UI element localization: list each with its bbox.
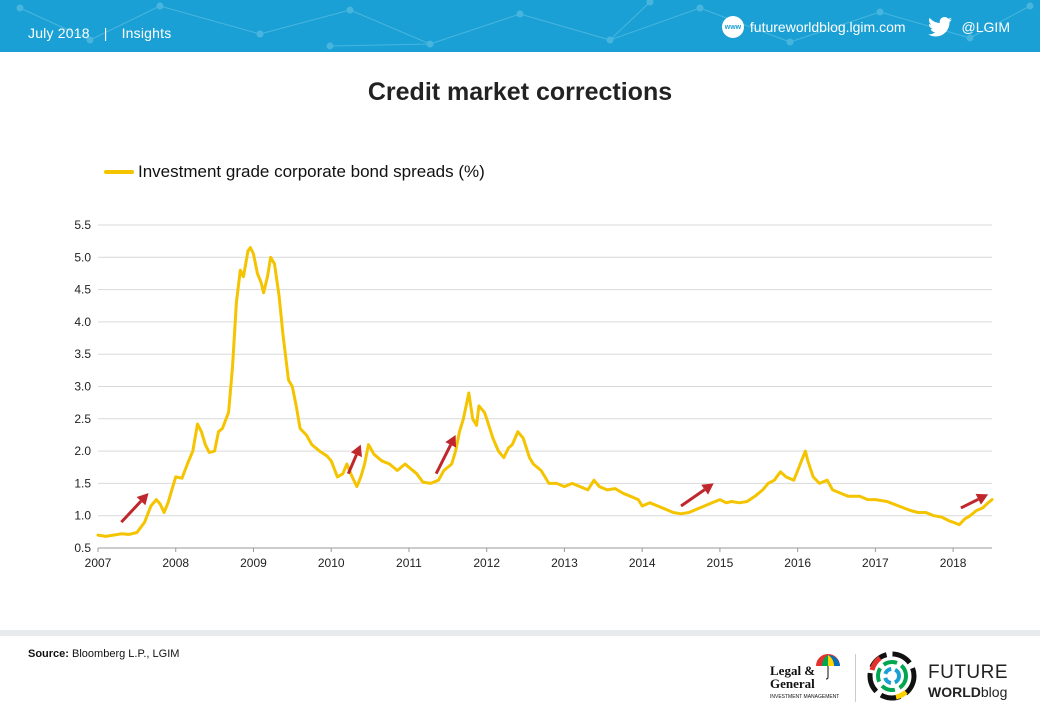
x-tick-label: 2009 [240,556,267,570]
y-tick-label: 2.0 [74,444,91,458]
chart-legend: Investment grade corporate bond spreads … [104,162,485,182]
x-tick-label: 2010 [318,556,345,570]
header-section: Insights [121,25,172,41]
fw-logo-line1: FUTURE [928,662,1009,683]
y-tick-label: 1.0 [74,509,91,523]
source-label: Source: [28,648,69,660]
x-tick-label: 2013 [551,556,578,570]
y-tick-label: 4.0 [74,315,91,329]
globe-www-icon: www [721,16,744,38]
twitter-bird-icon[interactable] [927,17,952,37]
future-world-logo-icon [867,651,917,701]
logo-divider [855,654,856,702]
source-text: Bloomberg L.P., LGIM [72,648,180,660]
x-tick-label: 2016 [784,556,811,570]
chart-panel: Credit market corrections Investment gra… [0,52,1040,630]
arrow-head [701,483,714,495]
x-tick-label: 2018 [940,556,967,570]
arrow-shaft [120,500,143,524]
x-tick-label: 2015 [707,556,734,570]
y-tick-label: 3.0 [74,380,91,394]
header-links: www futureworldblog.lgim.com @LGIM [721,16,1010,38]
arrow-head [136,493,149,506]
y-tick-label: 2.5 [74,412,91,426]
y-tick-label: 3.5 [74,347,91,361]
arrow-shaft [960,497,979,510]
x-tick-label: 2007 [85,556,112,570]
umbrella-icon [816,654,840,680]
header-breadcrumb: July 2018 | Insights [28,25,171,41]
arrow-shaft [346,454,358,475]
series-line [96,246,994,538]
x-tick-label: 2008 [162,556,189,570]
lg-logo-text: Legal & General [770,664,815,690]
header-separator: | [103,25,108,41]
y-tick-label: 5.5 [74,218,91,232]
fw-logo-world: WORLD [928,684,981,700]
x-tick-label: 2017 [862,556,889,570]
y-tick-label: 5.0 [74,250,91,264]
source-note: Source: Bloomberg L.P., LGIM [28,648,179,660]
correction-arrow [960,493,989,510]
network-pattern-background [16,0,1034,50]
header-date: July 2018 [28,25,90,41]
correction-arrow [346,444,362,475]
arrow-shaft [680,488,706,508]
x-tick-label: 2014 [629,556,656,570]
y-tick-label: 4.5 [74,283,91,297]
y-tick-label: 0.5 [74,541,91,555]
correction-arrow [434,434,457,475]
x-tick-label: 2012 [473,556,500,570]
x-tick-label: 2011 [396,556,422,570]
line-chart: 0.5 1.0 1.5 2.0 2.5 3.0 3.5 4.0 4.5 5.0 5.5 2007 20… [74,218,994,570]
twitter-handle[interactable]: @LGIM [961,19,1010,35]
lg-logo-line1: Legal & [770,663,816,678]
lg-logo-line2: General [770,676,815,691]
chart-title: Credit market corrections [367,78,673,106]
website-link[interactable]: futureworldblog.lgim.com [749,19,906,35]
lg-logo-subtext: INVESTMENT MANAGEMENT [770,694,840,700]
footer: Source: Bloomberg L.P., LGIM Legal & Gen… [0,636,1040,720]
legal-general-logo: Legal & General INVESTMENT MANAGEMENT [770,654,842,706]
fw-logo-blog: blog [980,684,1008,700]
fw-logo-line2: WORLDblog [928,684,1007,700]
arrow-head [445,434,457,448]
arrow-head [975,493,989,505]
correction-arrow [120,493,149,524]
top-banner: July 2018 | Insights www futureworldblog.l… [0,0,1040,52]
arrow-head [350,444,362,458]
correction-arrow [680,483,714,508]
legend-swatch [104,170,134,174]
arrow-shaft [434,444,453,475]
legend-label: Investment grade corporate bond spreads … [138,162,485,181]
y-tick-label: 1.5 [74,476,91,490]
